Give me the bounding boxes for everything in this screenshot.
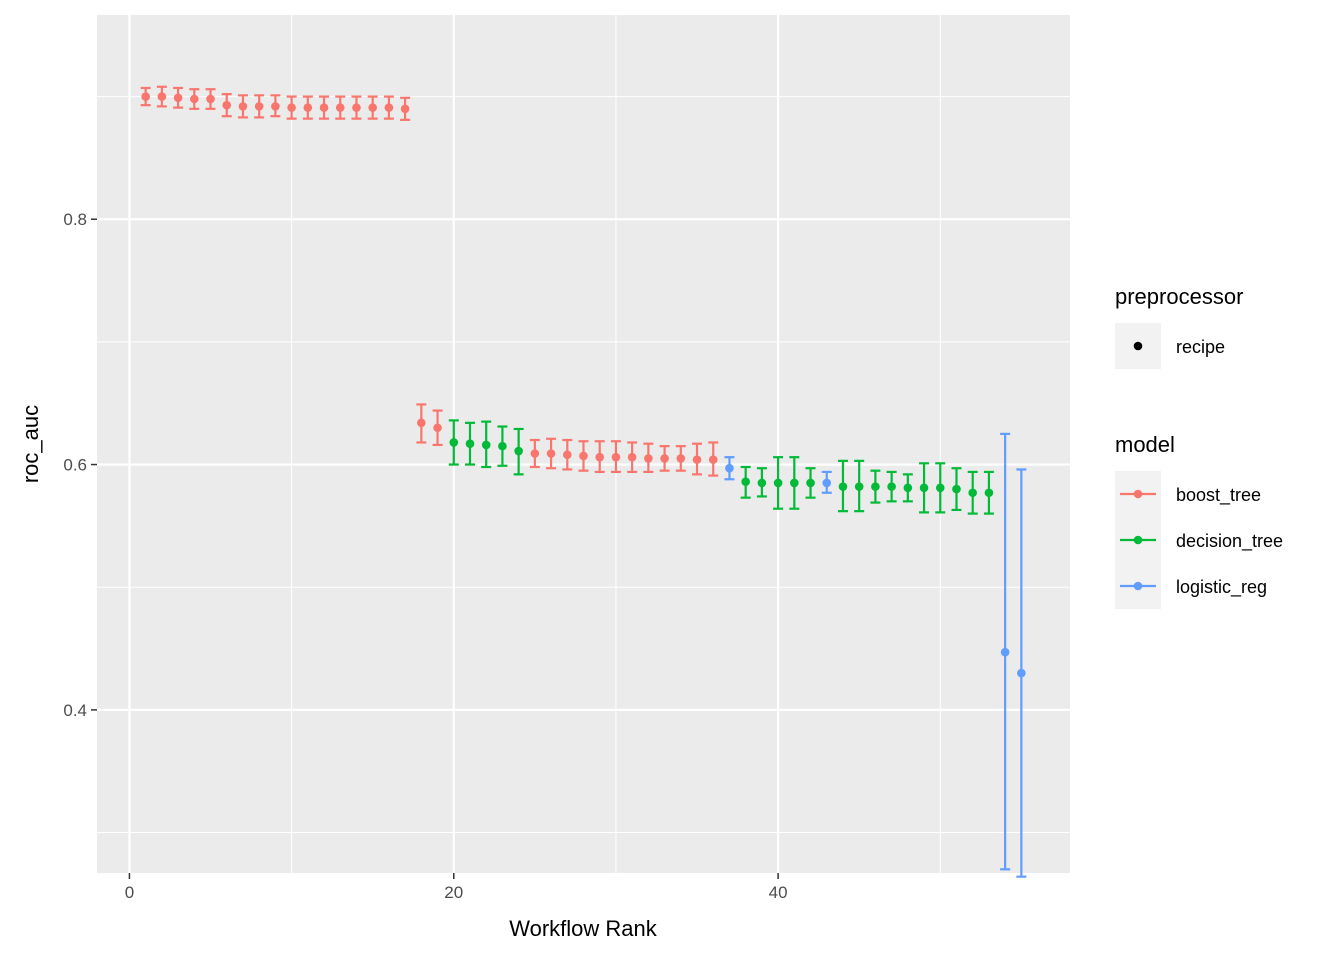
data-point <box>773 478 783 488</box>
x-axis-title: Workflow Rank <box>509 916 658 941</box>
data-point <box>887 482 896 491</box>
y-tick-label: 0.8 <box>63 210 87 229</box>
legend-key-point <box>1133 581 1143 591</box>
data-point <box>287 103 296 112</box>
legend-title-model: model <box>1115 432 1175 457</box>
data-point <box>952 484 961 494</box>
major-gridlines <box>97 15 1070 873</box>
series-boost_tree <box>140 85 719 477</box>
data-point <box>546 449 556 458</box>
data-point <box>417 418 426 428</box>
data-point <box>935 483 945 493</box>
data-point <box>579 451 588 461</box>
data-point <box>708 455 718 464</box>
data-point <box>627 452 637 462</box>
data-point <box>271 102 280 111</box>
data-point <box>238 102 248 111</box>
data-point <box>335 103 345 112</box>
data-marks <box>140 85 1027 878</box>
legend-key-point <box>1133 535 1143 545</box>
data-point <box>222 100 232 110</box>
series-decision_tree <box>448 419 994 515</box>
data-point <box>595 452 605 462</box>
data-point <box>741 477 750 487</box>
data-point <box>368 103 377 112</box>
data-point <box>790 478 799 488</box>
legend: preprocessor recipe model boost_treedecisio… <box>1115 284 1283 609</box>
axis-ticks <box>91 218 779 879</box>
data-point <box>725 463 734 473</box>
legend-title-preprocessor: preprocessor <box>1115 284 1243 309</box>
data-point <box>514 446 523 456</box>
x-tick-label: 0 <box>125 883 134 902</box>
data-point <box>660 454 669 463</box>
data-point <box>1000 647 1010 657</box>
data-point <box>481 440 491 450</box>
legend-label: recipe <box>1176 337 1225 357</box>
data-point <box>562 450 572 460</box>
legend-key-point <box>1133 341 1143 351</box>
data-point <box>611 452 621 462</box>
y-tick-label: 0.4 <box>63 701 87 720</box>
data-point <box>465 439 475 448</box>
x-tick-label: 40 <box>769 883 788 902</box>
data-point <box>190 94 199 104</box>
y-axis-title: roc_auc <box>18 405 43 483</box>
data-point <box>644 454 653 463</box>
data-point <box>806 478 815 488</box>
data-point <box>919 483 929 493</box>
data-point <box>1017 668 1026 678</box>
data-point <box>449 438 459 447</box>
axis-tick-labels: 0 20 40 0.4 0.6 0.8 <box>63 210 787 902</box>
x-tick-label: 20 <box>444 883 463 902</box>
data-point <box>984 488 994 498</box>
data-point <box>303 103 313 112</box>
data-point <box>530 449 540 458</box>
data-point <box>838 482 848 491</box>
legend-label: boost_tree <box>1176 485 1261 506</box>
data-point <box>903 483 913 493</box>
data-point <box>498 441 507 451</box>
series-logistic_reg <box>724 432 1027 878</box>
data-point <box>352 103 361 112</box>
data-point <box>384 103 394 112</box>
data-point <box>319 103 329 112</box>
data-point <box>173 93 183 103</box>
data-point <box>968 488 977 498</box>
data-point <box>254 102 264 111</box>
data-point <box>157 92 167 101</box>
data-point <box>757 478 767 488</box>
legend-label: logistic_reg <box>1176 577 1267 598</box>
data-point <box>400 104 410 114</box>
legend-label: decision_tree <box>1176 531 1283 552</box>
data-point <box>871 482 880 491</box>
y-tick-label: 0.6 <box>63 456 87 475</box>
data-point <box>822 478 832 488</box>
legend-key-point <box>1133 489 1143 499</box>
data-point <box>433 423 442 433</box>
data-point <box>676 454 686 463</box>
data-point <box>854 482 864 491</box>
data-point <box>206 94 215 104</box>
data-point <box>692 455 702 464</box>
data-point <box>141 92 150 101</box>
